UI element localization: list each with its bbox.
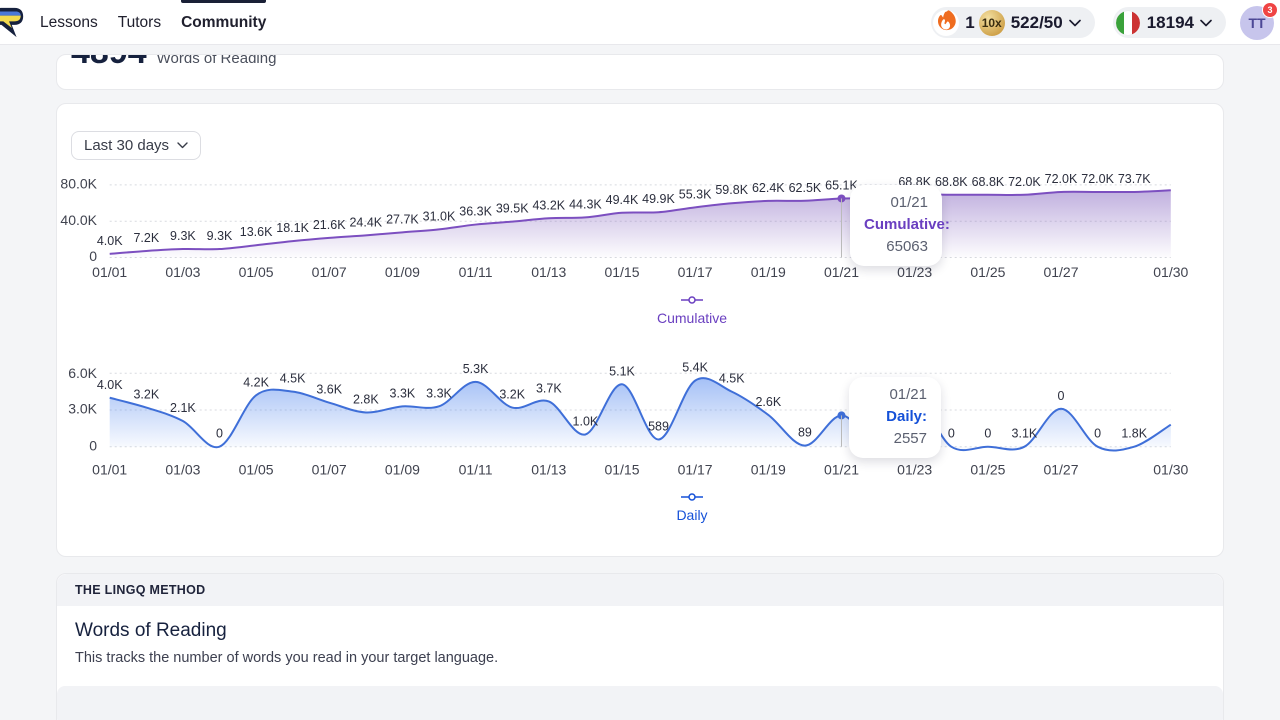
svg-text:72.0K: 72.0K [1008, 175, 1041, 189]
svg-text:01/15: 01/15 [604, 264, 639, 280]
svg-text:73.7K: 73.7K [1118, 172, 1151, 186]
svg-text:01/17: 01/17 [678, 461, 713, 477]
svg-text:7.2K: 7.2K [133, 231, 159, 245]
svg-text:01/09: 01/09 [385, 264, 420, 280]
svg-text:0: 0 [984, 427, 991, 441]
svg-text:01/23: 01/23 [897, 264, 932, 280]
svg-text:5.3K: 5.3K [463, 362, 489, 376]
svg-text:62.4K: 62.4K [752, 181, 785, 195]
svg-text:4.5K: 4.5K [280, 372, 306, 386]
svg-text:24.4K: 24.4K [349, 215, 382, 229]
svg-text:3.7K: 3.7K [536, 381, 562, 395]
svg-text:43.2K: 43.2K [532, 198, 565, 212]
svg-text:4.0K: 4.0K [97, 378, 123, 392]
svg-text:Cumulative: Cumulative [657, 310, 727, 326]
svg-text:01/01: 01/01 [92, 461, 127, 477]
svg-text:21.6K: 21.6K [313, 218, 346, 232]
svg-text:01/21: 01/21 [824, 264, 859, 280]
svg-text:68.8K: 68.8K [972, 175, 1005, 189]
svg-text:01/19: 01/19 [751, 461, 786, 477]
svg-text:59.8K: 59.8K [715, 183, 748, 197]
svg-text:40.0K: 40.0K [60, 212, 97, 228]
svg-text:0: 0 [89, 248, 97, 264]
svg-text:01/01: 01/01 [92, 264, 127, 280]
svg-text:3.3K: 3.3K [426, 386, 452, 400]
svg-text:Daily: Daily [676, 507, 707, 523]
svg-text:5.1K: 5.1K [609, 364, 635, 378]
svg-text:27.7K: 27.7K [386, 212, 419, 226]
svg-text:01/07: 01/07 [312, 264, 347, 280]
svg-text:01/11: 01/11 [459, 264, 493, 280]
svg-text:01/23: 01/23 [897, 461, 932, 477]
svg-text:5.4K: 5.4K [682, 361, 708, 375]
svg-text:39.5K: 39.5K [496, 202, 529, 216]
svg-text:36.3K: 36.3K [459, 205, 492, 219]
svg-text:01/07: 01/07 [312, 461, 347, 477]
svg-text:72.0K: 72.0K [1081, 172, 1114, 186]
svg-text:01/25: 01/25 [970, 264, 1005, 280]
svg-text:0: 0 [216, 427, 223, 441]
svg-text:3.3K: 3.3K [390, 386, 416, 400]
svg-text:01/21: 01/21 [824, 461, 859, 477]
svg-text:01/05: 01/05 [239, 461, 274, 477]
svg-text:3.1K: 3.1K [1012, 427, 1038, 441]
svg-text:01/30: 01/30 [1153, 264, 1188, 280]
svg-text:89: 89 [798, 426, 812, 440]
svg-text:3.6K: 3.6K [316, 383, 342, 397]
svg-text:13.6K: 13.6K [240, 225, 273, 239]
svg-text:6.0K: 6.0K [68, 365, 97, 381]
svg-text:2.1K: 2.1K [170, 401, 196, 415]
svg-text:01/13: 01/13 [531, 461, 566, 477]
svg-text:0: 0 [1058, 389, 1065, 403]
svg-text:55.3K: 55.3K [679, 187, 712, 201]
svg-text:62.5K: 62.5K [789, 181, 822, 195]
svg-text:4.2K: 4.2K [243, 375, 269, 389]
svg-text:68.8K: 68.8K [935, 175, 968, 189]
svg-text:589: 589 [648, 420, 669, 434]
svg-text:4.0K: 4.0K [97, 234, 123, 248]
svg-text:18.1K: 18.1K [276, 221, 309, 235]
svg-text:01/27: 01/27 [1043, 264, 1078, 280]
svg-text:1.8K: 1.8K [1121, 427, 1147, 441]
svg-text:80.0K: 80.0K [60, 176, 97, 192]
svg-text:2.6K: 2.6K [755, 395, 781, 409]
svg-text:72.0K: 72.0K [1045, 172, 1078, 186]
svg-text:01/25: 01/25 [970, 461, 1005, 477]
svg-text:44.3K: 44.3K [569, 197, 602, 211]
svg-text:9.3K: 9.3K [207, 229, 233, 243]
svg-text:49.9K: 49.9K [642, 192, 675, 206]
svg-text:0: 0 [1094, 427, 1101, 441]
svg-text:01/15: 01/15 [604, 461, 639, 477]
svg-text:2.8K: 2.8K [353, 392, 379, 406]
svg-text:01/09: 01/09 [385, 461, 420, 477]
svg-text:0: 0 [89, 437, 97, 453]
svg-text:9.3K: 9.3K [170, 229, 196, 243]
svg-text:1.0K: 1.0K [573, 415, 599, 429]
svg-text:01/30: 01/30 [1153, 461, 1188, 477]
svg-text:3.2K: 3.2K [499, 388, 525, 402]
svg-text:01/27: 01/27 [1043, 461, 1078, 477]
svg-text:3.2K: 3.2K [133, 388, 159, 402]
svg-text:01/03: 01/03 [165, 461, 200, 477]
svg-text:01/13: 01/13 [531, 264, 566, 280]
svg-text:01/17: 01/17 [678, 264, 713, 280]
svg-text:3.0K: 3.0K [68, 401, 97, 417]
svg-text:4.5K: 4.5K [719, 372, 745, 386]
svg-text:01/03: 01/03 [165, 264, 200, 280]
svg-text:01/05: 01/05 [239, 264, 274, 280]
svg-text:0: 0 [948, 427, 955, 441]
svg-text:49.4K: 49.4K [606, 193, 639, 207]
svg-text:01/19: 01/19 [751, 264, 786, 280]
svg-text:01/11: 01/11 [459, 461, 493, 477]
svg-text:31.0K: 31.0K [423, 209, 456, 223]
